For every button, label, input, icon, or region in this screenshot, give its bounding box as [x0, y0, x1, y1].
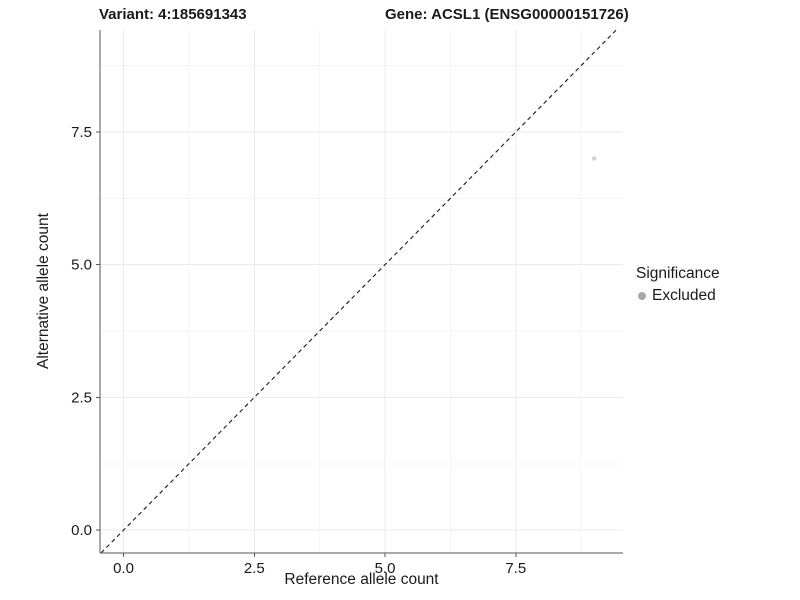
x-tick-label: 5.0	[375, 560, 396, 577]
plot-title-variant: Variant: 4:185691343	[99, 6, 247, 23]
x-axis-title: Reference allele count	[284, 571, 439, 588]
y-tick-label: 2.5	[71, 389, 92, 406]
plot-title-gene: Gene: ACSL1 (ENSG00000151726)	[385, 6, 629, 23]
legend-point-icon	[638, 292, 646, 300]
x-tick-label: 7.5	[505, 560, 526, 577]
legend: Significance Excluded	[636, 265, 720, 305]
legend-item-label: Excluded	[652, 287, 716, 304]
x-tick-label: 0.0	[113, 560, 134, 577]
y-axis-title: Alternative allele count	[35, 213, 52, 369]
y-tick-label: 5.0	[71, 257, 92, 274]
data-point	[591, 156, 597, 161]
legend-title: Significance	[636, 265, 720, 282]
y-tick-label: 0.0	[71, 522, 92, 539]
legend-item-excluded: Excluded	[636, 287, 720, 305]
x-tick-label: 2.5	[244, 560, 265, 577]
y-tick-label: 7.5	[71, 124, 92, 141]
identity-line	[100, 29, 617, 554]
